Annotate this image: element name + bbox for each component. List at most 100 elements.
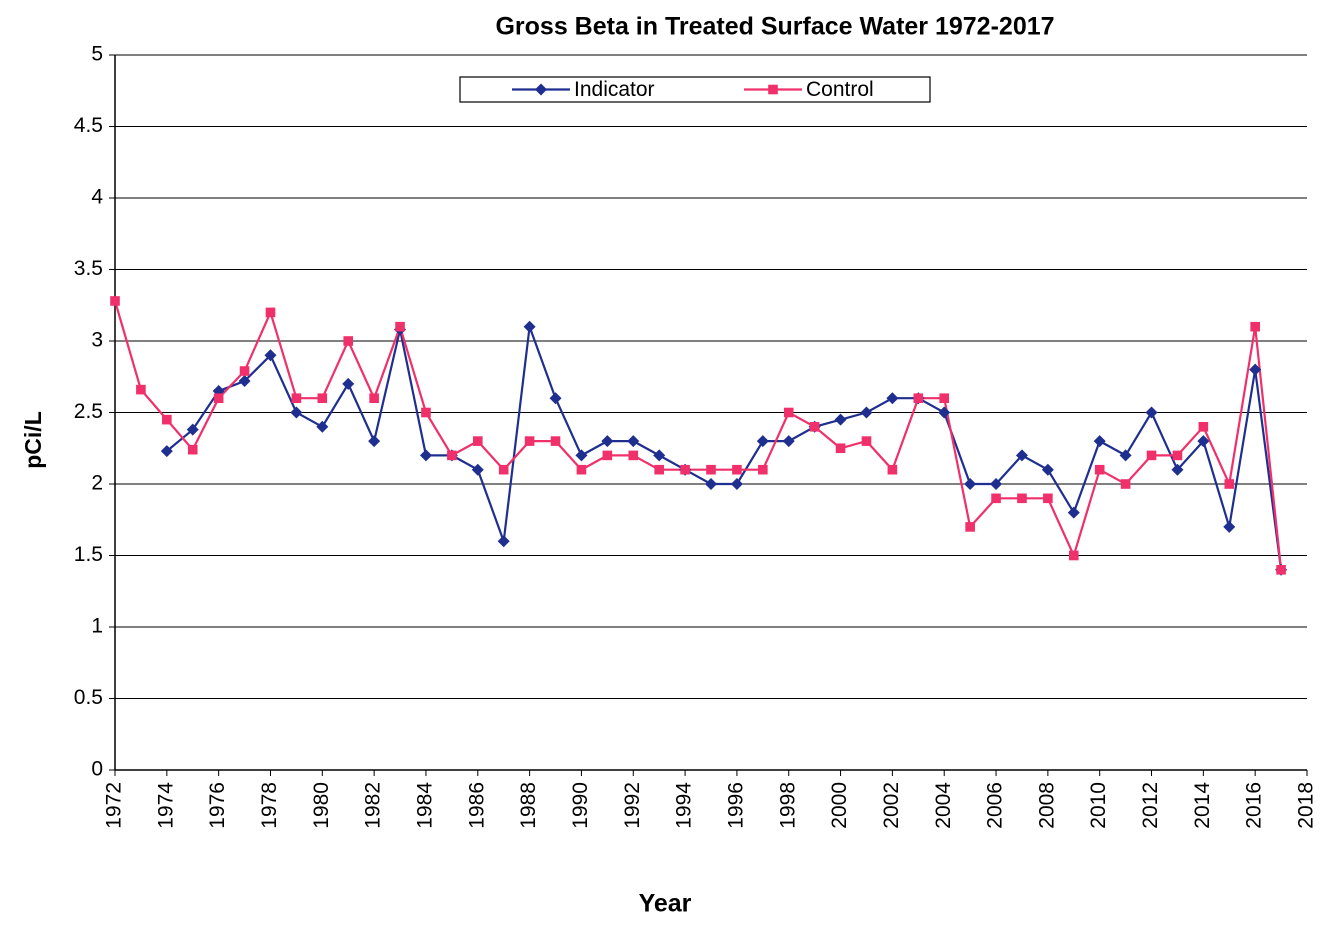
- marker: [965, 522, 975, 532]
- marker: [160, 445, 173, 458]
- x-tick-label: 2006: [984, 782, 1007, 829]
- x-tick-label: 1980: [310, 782, 333, 829]
- marker: [136, 384, 146, 395]
- marker: [265, 307, 276, 318]
- marker: [627, 435, 640, 448]
- y-tick-label: 2.5: [74, 400, 103, 423]
- y-axis-label: pCi/L: [20, 411, 46, 469]
- x-tick-label: 2010: [1087, 782, 1110, 829]
- marker: [628, 450, 639, 461]
- x-tick-label: 1992: [621, 782, 644, 829]
- marker: [472, 436, 483, 446]
- marker: [1172, 450, 1183, 461]
- x-axis-label: Year: [639, 890, 692, 918]
- marker: [1120, 479, 1131, 489]
- marker: [653, 449, 666, 462]
- marker: [1094, 464, 1105, 475]
- marker: [419, 449, 432, 462]
- marker: [756, 435, 769, 448]
- marker: [1093, 435, 1106, 448]
- marker: [1067, 506, 1080, 519]
- marker: [654, 464, 664, 475]
- x-tick-label: 1976: [206, 782, 229, 829]
- marker: [447, 450, 457, 461]
- y-tick-label: 5: [91, 43, 103, 66]
- marker: [1197, 435, 1210, 448]
- marker: [550, 436, 561, 446]
- marker: [809, 422, 820, 432]
- marker: [1276, 565, 1286, 575]
- x-tick-label: 2002: [880, 782, 903, 829]
- x-tick-label: 1988: [517, 782, 540, 829]
- series-line: [113, 300, 1283, 570]
- marker: [238, 375, 251, 388]
- x-tick-label: 2004: [932, 782, 955, 829]
- y-tick-label: 0: [91, 758, 103, 781]
- marker: [758, 464, 768, 475]
- y-tick-label: 3: [91, 329, 103, 352]
- marker: [369, 393, 379, 403]
- marker: [213, 393, 224, 403]
- marker: [1249, 363, 1262, 376]
- marker: [991, 493, 1001, 504]
- legend-label: Control: [806, 78, 874, 101]
- marker: [421, 407, 431, 418]
- y-tick-label: 4.5: [74, 114, 103, 137]
- marker: [239, 366, 250, 376]
- x-tick-label: 1996: [724, 782, 747, 829]
- marker: [939, 393, 950, 403]
- marker: [1015, 449, 1028, 462]
- marker: [601, 435, 614, 448]
- marker: [887, 464, 898, 475]
- marker: [1043, 493, 1053, 504]
- marker: [535, 83, 547, 96]
- marker: [913, 393, 924, 403]
- marker: [575, 449, 588, 462]
- x-tick-label: 1978: [258, 782, 281, 829]
- marker: [990, 478, 1003, 490]
- marker: [523, 320, 536, 333]
- marker: [1119, 449, 1132, 462]
- marker: [860, 406, 873, 419]
- marker: [162, 414, 172, 425]
- x-tick-label: 1974: [154, 782, 177, 829]
- marker: [395, 321, 405, 332]
- marker: [964, 478, 977, 490]
- y-tick-label: 2: [91, 472, 103, 495]
- marker: [886, 392, 899, 405]
- marker: [368, 435, 381, 448]
- chart-title: Gross Beta in Treated Surface Water 1972…: [495, 13, 1054, 41]
- marker: [1224, 479, 1235, 489]
- marker: [524, 436, 535, 446]
- x-tick-label: 2008: [1035, 782, 1058, 829]
- marker: [291, 393, 302, 403]
- marker: [1223, 520, 1236, 533]
- x-tick-label: 1984: [414, 782, 437, 829]
- x-tick-label: 2012: [1139, 782, 1162, 829]
- marker: [783, 407, 794, 418]
- marker: [835, 443, 846, 454]
- legend-label: Indicator: [574, 78, 655, 101]
- marker: [1198, 422, 1209, 432]
- marker: [316, 420, 329, 433]
- marker: [730, 478, 743, 490]
- marker: [343, 336, 354, 346]
- x-tick-label: 1994: [673, 782, 696, 829]
- marker: [264, 349, 277, 362]
- y-tick-label: 1.5: [74, 543, 103, 566]
- marker: [1146, 450, 1157, 461]
- marker: [290, 406, 303, 419]
- x-tick-label: 2016: [1243, 782, 1266, 829]
- marker: [1145, 406, 1158, 419]
- x-tick-label: 2018: [1295, 782, 1318, 829]
- marker: [549, 392, 562, 405]
- marker: [938, 406, 951, 419]
- x-tick-label: 1982: [362, 782, 385, 829]
- marker: [317, 393, 328, 403]
- marker: [497, 535, 510, 548]
- marker: [834, 413, 847, 426]
- marker: [1250, 321, 1260, 332]
- marker: [498, 464, 509, 475]
